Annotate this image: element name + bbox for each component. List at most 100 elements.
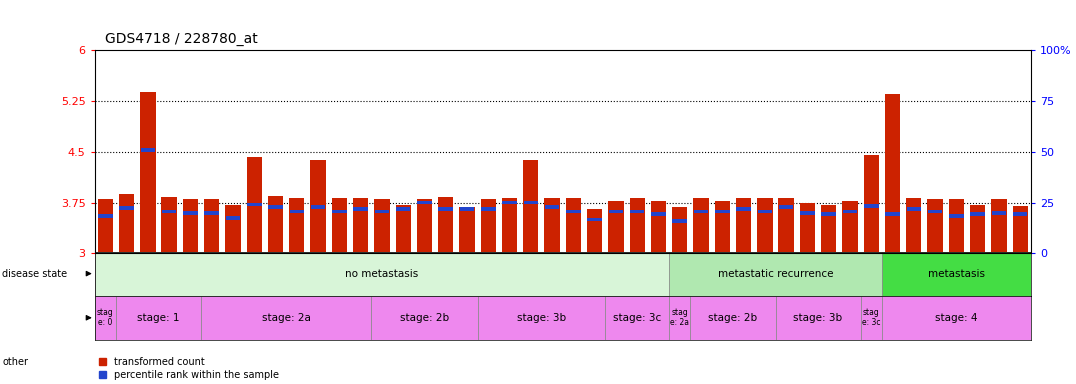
Bar <box>183 211 198 215</box>
Bar <box>566 198 581 253</box>
Text: stage: 3b: stage: 3b <box>793 313 843 323</box>
Bar <box>651 212 666 216</box>
Bar <box>651 200 666 253</box>
Bar <box>140 92 156 253</box>
Bar <box>459 207 475 253</box>
Bar <box>353 207 368 211</box>
Bar <box>268 205 283 209</box>
Bar <box>928 199 943 253</box>
Text: stag
e: 0: stag e: 0 <box>97 308 114 328</box>
Bar <box>544 205 560 209</box>
Bar <box>886 212 900 216</box>
Bar <box>693 198 709 253</box>
Bar <box>587 218 601 222</box>
Bar <box>183 199 198 253</box>
Bar <box>95 296 116 340</box>
Text: stage: 1: stage: 1 <box>138 313 180 323</box>
Bar <box>821 205 836 253</box>
Bar <box>882 252 1031 296</box>
Bar <box>799 203 816 253</box>
Bar <box>161 197 176 253</box>
Bar <box>716 210 730 213</box>
Bar <box>884 94 901 253</box>
Bar <box>247 203 261 207</box>
Bar <box>949 199 964 253</box>
Bar <box>758 210 773 213</box>
Bar <box>778 198 794 253</box>
Bar <box>801 211 815 215</box>
Bar <box>396 205 411 253</box>
Bar <box>566 210 581 213</box>
Bar <box>459 207 475 211</box>
Bar <box>544 198 560 253</box>
Bar <box>629 198 645 253</box>
Bar <box>669 296 691 340</box>
Bar <box>417 201 431 204</box>
Bar <box>672 207 688 253</box>
Bar <box>672 219 688 223</box>
Bar <box>609 210 623 213</box>
Bar <box>524 201 538 204</box>
Bar <box>289 198 305 253</box>
Bar <box>694 210 708 213</box>
Bar <box>861 296 882 340</box>
Text: metastatic recurrence: metastatic recurrence <box>718 268 833 279</box>
Bar <box>949 214 964 218</box>
Legend: transformed count, percentile rank within the sample: transformed count, percentile rank withi… <box>95 353 283 384</box>
Bar <box>481 207 496 211</box>
Bar <box>331 198 348 253</box>
Bar <box>438 207 453 211</box>
Bar <box>353 198 368 253</box>
Bar <box>226 216 240 220</box>
Bar <box>928 210 943 213</box>
Bar <box>991 199 1006 253</box>
Bar <box>502 201 516 204</box>
Bar <box>95 252 669 296</box>
Bar <box>714 200 730 253</box>
Bar <box>374 199 390 253</box>
Text: no metastasis: no metastasis <box>345 268 419 279</box>
Text: stage: 2b: stage: 2b <box>708 313 758 323</box>
Bar <box>374 210 390 213</box>
Text: stage: 3b: stage: 3b <box>516 313 566 323</box>
Bar <box>971 212 985 216</box>
Bar <box>821 212 836 216</box>
Bar <box>478 296 606 340</box>
Text: stage: 4: stage: 4 <box>935 313 978 323</box>
Text: metastasis: metastasis <box>928 268 985 279</box>
Bar <box>438 197 453 253</box>
Text: other: other <box>2 357 28 367</box>
Bar <box>161 210 176 213</box>
Bar <box>98 214 113 218</box>
Bar <box>204 211 220 215</box>
Bar <box>310 160 326 253</box>
Bar <box>906 198 921 253</box>
Bar <box>289 210 305 213</box>
Bar <box>606 296 669 340</box>
Bar <box>201 296 371 340</box>
Bar <box>416 199 433 253</box>
Bar <box>311 205 325 209</box>
Bar <box>332 210 346 213</box>
Bar <box>882 296 1031 340</box>
Text: stage: 2b: stage: 2b <box>400 313 449 323</box>
Bar <box>669 252 882 296</box>
Bar <box>204 199 220 253</box>
Text: stage: 2a: stage: 2a <box>261 313 311 323</box>
Bar <box>501 198 518 253</box>
Bar <box>691 296 776 340</box>
Bar <box>119 194 134 253</box>
Bar <box>587 209 603 253</box>
Bar <box>98 199 113 253</box>
Bar <box>969 205 986 253</box>
Bar <box>608 200 624 253</box>
Bar <box>141 148 155 152</box>
Bar <box>779 205 793 209</box>
Bar <box>843 210 858 213</box>
Text: stag
e: 3c: stag e: 3c <box>862 308 880 328</box>
Bar <box>246 157 261 253</box>
Bar <box>396 207 410 211</box>
Text: stage: 3c: stage: 3c <box>613 313 662 323</box>
Bar <box>268 196 283 253</box>
Bar <box>1013 206 1028 253</box>
